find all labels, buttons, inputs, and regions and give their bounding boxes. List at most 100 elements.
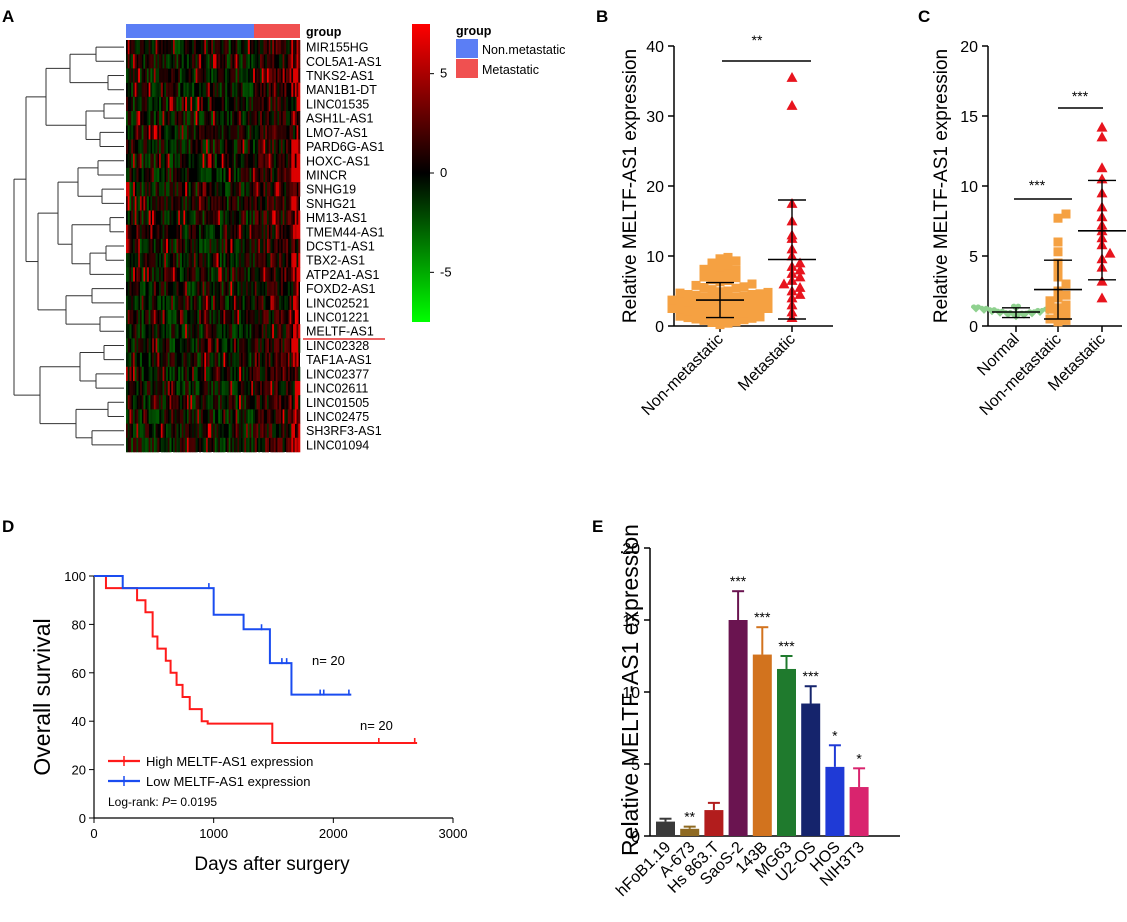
heatmap-cell	[254, 352, 257, 368]
heatmap-cell	[172, 409, 176, 424]
heatmap-cell	[214, 309, 217, 325]
heatmap-cell	[282, 139, 285, 154]
heatmap-cell	[266, 111, 269, 126]
heatmap-cell	[263, 437, 266, 453]
heatmap-cell	[237, 196, 240, 211]
heatmap-cell	[228, 54, 231, 69]
heatmap-cell	[237, 40, 240, 55]
heatmap-cell	[249, 423, 252, 439]
panel-d-y-tick-label: 80	[72, 617, 86, 632]
heatmap-cell	[132, 82, 135, 98]
heatmap-cell	[293, 111, 296, 126]
heatmap-cell	[139, 309, 142, 325]
heatmap-cell	[153, 40, 156, 55]
heatmap-cell	[240, 224, 243, 240]
heatmap-cell	[157, 224, 160, 240]
heatmap-cell	[176, 82, 179, 98]
panel-b-point	[683, 306, 693, 316]
heatmap-cell	[169, 409, 172, 424]
heatmap-cell	[139, 210, 142, 225]
heatmap-cell	[226, 309, 229, 325]
heatmap-cell	[225, 309, 228, 325]
panel-b-point	[699, 292, 709, 302]
heatmap-cell	[240, 409, 243, 424]
heatmap-cell	[178, 139, 181, 154]
heatmap-cell	[286, 40, 289, 55]
heatmap-cell	[214, 182, 217, 197]
heatmap-cell	[126, 238, 129, 254]
heatmap-cell	[289, 125, 292, 140]
heatmap-cell	[139, 182, 142, 197]
heatmap-cell	[160, 437, 163, 453]
heatmap-cell	[244, 196, 247, 211]
heatmap-cell	[153, 324, 156, 339]
heatmap-cell	[136, 253, 139, 268]
heatmap-cell	[160, 267, 163, 282]
heatmap-cell	[223, 82, 226, 98]
heatmap-cell	[188, 125, 191, 140]
bar	[704, 810, 724, 836]
heatmap-cell	[148, 366, 151, 382]
heatmap-cell	[273, 111, 276, 126]
heatmap-cell	[132, 153, 135, 169]
heatmap-cell	[192, 68, 195, 83]
heatmap-cell	[261, 54, 264, 69]
panel-b-x-tick-label: Metastatic	[735, 331, 799, 395]
heatmap-cell	[143, 96, 146, 112]
panel-e-y-tick-label: 5	[631, 757, 640, 774]
heatmap-cell	[132, 96, 135, 112]
heatmap-cell	[213, 68, 216, 83]
heatmap-cell	[172, 68, 176, 83]
heatmap-cell	[214, 295, 217, 311]
heatmap-cell	[258, 395, 261, 410]
heatmap-cell	[126, 409, 129, 424]
heatmap-cell	[291, 182, 294, 197]
heatmap-cell	[206, 437, 209, 453]
heatmap-cell	[207, 437, 210, 453]
heatmap-cell	[230, 68, 233, 83]
heatmap-cell	[209, 210, 212, 225]
heatmap-cell	[181, 167, 184, 183]
heatmap-cell	[258, 338, 261, 353]
heatmap-cell	[214, 352, 217, 368]
heatmap-cell	[268, 82, 271, 98]
heatmap-cell	[166, 409, 169, 424]
heatmap-cell	[190, 125, 193, 140]
heatmap-cell	[193, 196, 196, 211]
heatmap-cell	[284, 338, 287, 353]
heatmap-cell	[259, 210, 263, 225]
heatmap-cell	[176, 281, 179, 297]
heatmap-cell	[129, 309, 132, 325]
heatmap-cell	[174, 96, 177, 112]
heatmap-cell	[195, 68, 198, 83]
heatmap-cell	[204, 253, 207, 268]
heatmap-cell	[221, 210, 224, 225]
heatmap-cell	[216, 309, 219, 325]
heatmap-cell	[259, 125, 263, 140]
heatmap-cell	[233, 309, 236, 325]
heatmap-cell	[294, 40, 297, 55]
heatmap-cell	[171, 96, 174, 112]
panel-b-point	[691, 299, 701, 309]
heatmap-cell	[232, 324, 235, 339]
heatmap-cell	[132, 366, 135, 382]
heatmap-cell	[162, 423, 165, 439]
heatmap-cell	[263, 210, 266, 225]
heatmap-cell	[160, 167, 163, 183]
heatmap-cell	[164, 224, 167, 240]
heatmap-cell	[207, 40, 210, 55]
heatmap-cell	[138, 139, 141, 154]
heatmap-cell	[261, 309, 264, 325]
heatmap-cell	[185, 210, 188, 225]
panel-d-y-tick-label: 20	[72, 763, 86, 778]
heatmap-cell	[146, 238, 149, 254]
heatmap-cell	[171, 210, 174, 225]
heatmap-cell	[268, 267, 271, 282]
heatmap-cell	[256, 224, 259, 240]
heatmap-cell	[192, 324, 195, 339]
heatmap-cell	[179, 238, 182, 254]
heatmap-cell	[181, 423, 184, 439]
heatmap-cell	[195, 238, 198, 254]
panel-b-point	[731, 265, 741, 275]
heatmap-cell	[296, 380, 299, 396]
